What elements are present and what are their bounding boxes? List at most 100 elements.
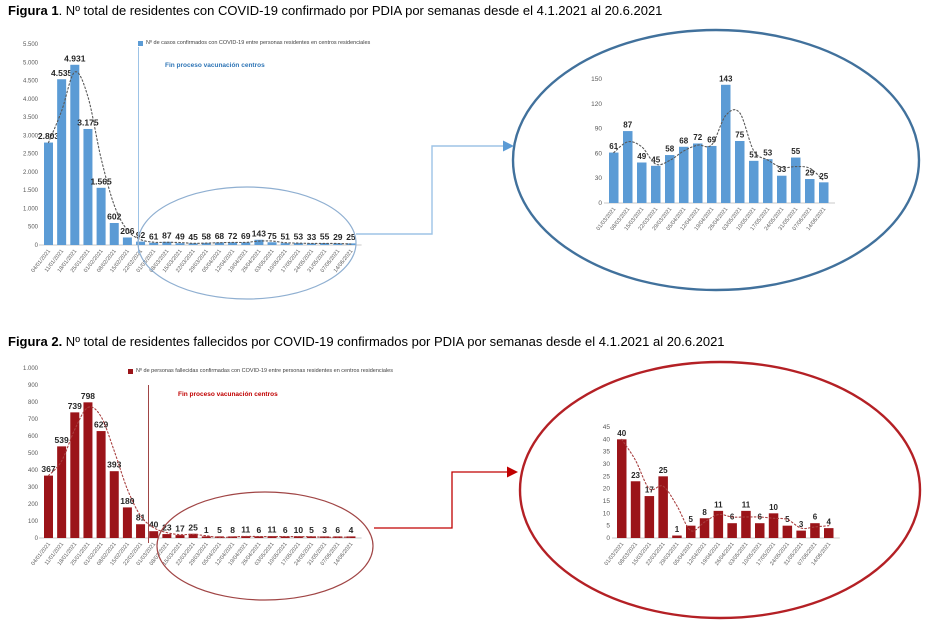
y-tick-label: 3.500 — [23, 115, 39, 121]
bar — [57, 79, 67, 246]
y-tick-label: 150 — [591, 76, 602, 83]
bar — [109, 471, 119, 538]
bar — [735, 141, 745, 203]
bar-value-label: 40 — [149, 520, 159, 530]
bar — [686, 525, 696, 538]
y-tick-label: 200 — [28, 502, 39, 508]
bar — [96, 431, 106, 538]
bar — [693, 143, 703, 203]
bar — [796, 530, 806, 538]
y-tick-label: 5 — [606, 523, 610, 530]
bar-value-label: 25 — [659, 466, 668, 475]
bar-value-label: 23 — [162, 523, 172, 533]
bar-value-label: 367 — [41, 464, 55, 474]
bar-value-label: 629 — [94, 420, 108, 430]
bar-value-label: 58 — [202, 231, 212, 241]
bar-value-label: 143 — [719, 74, 733, 83]
figure1-inset-chart: 03060901201506101/03/20218708/03/2021491… — [591, 74, 835, 232]
y-tick-label: 10 — [603, 510, 611, 517]
bar-value-label: 87 — [623, 121, 632, 130]
bar-value-label: 393 — [107, 460, 121, 470]
bar-value-label: 25 — [188, 522, 198, 532]
y-tick-label: 120 — [591, 101, 602, 108]
figure2-vaccination-end-line — [148, 385, 149, 543]
bar-value-label: 1 — [204, 525, 209, 535]
figure1-connector-arrow-head — [503, 140, 514, 152]
bar-value-label: 81 — [136, 513, 146, 523]
y-tick-label: 4.000 — [23, 97, 39, 103]
y-tick-label: 700 — [28, 417, 39, 423]
y-tick-label: 0 — [606, 535, 610, 542]
figure2-legend: Nº de personas fallecidas confirmadas co… — [128, 368, 393, 374]
bar-value-label: 11 — [742, 500, 751, 509]
bar-value-label: 53 — [294, 232, 304, 242]
bar — [149, 242, 159, 245]
bar-value-label: 4 — [349, 525, 354, 535]
y-tick-label: 40 — [603, 436, 611, 443]
bar-value-label: 10 — [294, 525, 304, 535]
bar — [241, 242, 251, 245]
bar-value-label: 8 — [230, 525, 235, 535]
bar-value-label: 11 — [241, 525, 250, 535]
bar-value-label: 5 — [309, 525, 314, 535]
figure1-main-chart: 0 500 1.000 1.500 2.000 2.500 3.000 3.500 4.000 4… — [23, 42, 362, 274]
y-tick-label: 2.000 — [23, 170, 39, 176]
figure1-caption-number: Figura 1 — [8, 3, 59, 18]
bar-value-label: 206 — [120, 226, 134, 236]
bar-value-label: 8 — [702, 508, 707, 517]
bar — [637, 162, 647, 203]
bar-value-label: 51 — [280, 232, 290, 242]
bar-value-label: 75 — [267, 231, 277, 241]
trend-line — [47, 71, 352, 245]
figure1-legend: Nº de casos confirmados con COVID-19 ent… — [138, 40, 370, 46]
bar — [609, 152, 619, 203]
y-tick-label: 60 — [595, 150, 603, 157]
figure1-caption: Figura 1. Nº total de residentes con COV… — [8, 3, 662, 18]
y-tick-label: 45 — [603, 424, 611, 431]
bar-value-label: 53 — [763, 149, 772, 158]
bar — [122, 237, 132, 245]
y-tick-label: 500 — [28, 225, 39, 231]
bar-value-label: 3.175 — [77, 117, 99, 127]
figure2-legend-swatch — [128, 368, 133, 374]
bar-value-label: 87 — [162, 230, 172, 240]
y-tick-label: 5.500 — [23, 42, 39, 48]
bar-value-label: 29 — [333, 232, 343, 242]
bar — [70, 64, 80, 245]
bar — [109, 222, 119, 245]
y-tick-label: 2.500 — [23, 152, 39, 158]
bar — [96, 187, 106, 245]
bar — [44, 475, 53, 538]
bar-value-label: 180 — [120, 496, 134, 506]
bar-value-label: 739 — [68, 401, 82, 411]
y-tick-label: 0 — [35, 536, 39, 542]
bar — [782, 525, 793, 538]
bar — [175, 535, 185, 538]
bar — [749, 160, 759, 203]
bar-value-label: 4.931 — [64, 53, 86, 63]
bar-value-label: 69 — [241, 231, 251, 241]
bar-value-label: 49 — [637, 152, 646, 161]
bar — [721, 84, 731, 203]
bar-value-label: 2.803 — [38, 131, 60, 141]
y-tick-label: 3.000 — [23, 133, 39, 139]
bar-value-label: 75 — [735, 131, 744, 140]
bar — [699, 518, 710, 538]
figure1-legend-label: Nº de casos confirmados con COVID-19 ent… — [146, 40, 371, 46]
bar — [122, 507, 132, 538]
bar-value-label: 23 — [631, 471, 640, 480]
y-tick-label: 1.000 — [23, 366, 39, 372]
bar — [679, 146, 689, 203]
y-tick-label: 35 — [603, 449, 611, 456]
bar-value-label: 45 — [651, 155, 660, 164]
bar — [777, 175, 787, 203]
bar — [149, 531, 159, 538]
y-tick-label: 1.500 — [23, 188, 39, 194]
bar — [672, 535, 682, 538]
figure2-inset-chart: 0510152025303540454001/03/20212308/03/20… — [603, 424, 840, 567]
y-tick-label: 5.000 — [23, 60, 39, 66]
y-tick-label: 0 — [35, 243, 39, 249]
y-tick-label: 400 — [28, 468, 39, 474]
bar-value-label: 61 — [149, 231, 159, 241]
